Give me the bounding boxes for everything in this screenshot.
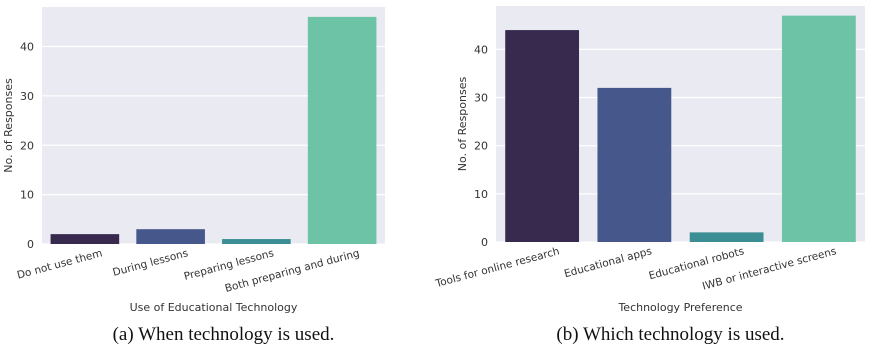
x-axis-label: Use of Educational Technology: [130, 301, 298, 314]
y-tick-label: 10: [20, 189, 34, 202]
y-tick-label: 20: [20, 139, 34, 152]
bar-4: [781, 15, 856, 242]
bar-2: [136, 229, 205, 244]
y-tick-label: 0: [481, 236, 488, 249]
chart-panel-b: 0 10 20 30 40 Tools for online research Educat…: [433, 0, 894, 358]
x-tick-label: Tools for online research: [433, 245, 560, 290]
x-tick-label: Do not use them: [16, 247, 104, 281]
y-tick-label: 20: [474, 140, 488, 153]
y-tick-label: 0: [27, 238, 34, 251]
caption-a: (a) When technology is used.: [112, 324, 335, 345]
bar-1: [50, 234, 120, 244]
bar-1: [505, 30, 580, 242]
x-axis-label: Technology Preference: [617, 301, 742, 314]
bar-chart-b: 0 10 20 30 40 Tools for online research Educat…: [433, 6, 865, 314]
y-axis-label: No. of Responses: [456, 77, 469, 172]
bar-4: [307, 16, 377, 244]
bar-3: [222, 239, 291, 244]
y-tick-label: 30: [474, 92, 488, 105]
caption-b: (b) Which technology is used.: [556, 324, 785, 345]
y-tick-label: 10: [474, 188, 488, 201]
chart-panel-a: 0 10 20 30 40 Do not use them During lessons Pr…: [0, 0, 447, 358]
y-tick-label: 40: [20, 41, 34, 54]
x-tick-label: Educational apps: [563, 245, 653, 280]
y-tick-label: 40: [474, 43, 488, 56]
y-tick-label: 30: [20, 90, 34, 103]
y-axis-label: No. of Responses: [2, 78, 15, 173]
x-tick-label: During lessons: [111, 247, 189, 279]
bar-2: [597, 87, 672, 242]
bar-3: [689, 232, 764, 242]
